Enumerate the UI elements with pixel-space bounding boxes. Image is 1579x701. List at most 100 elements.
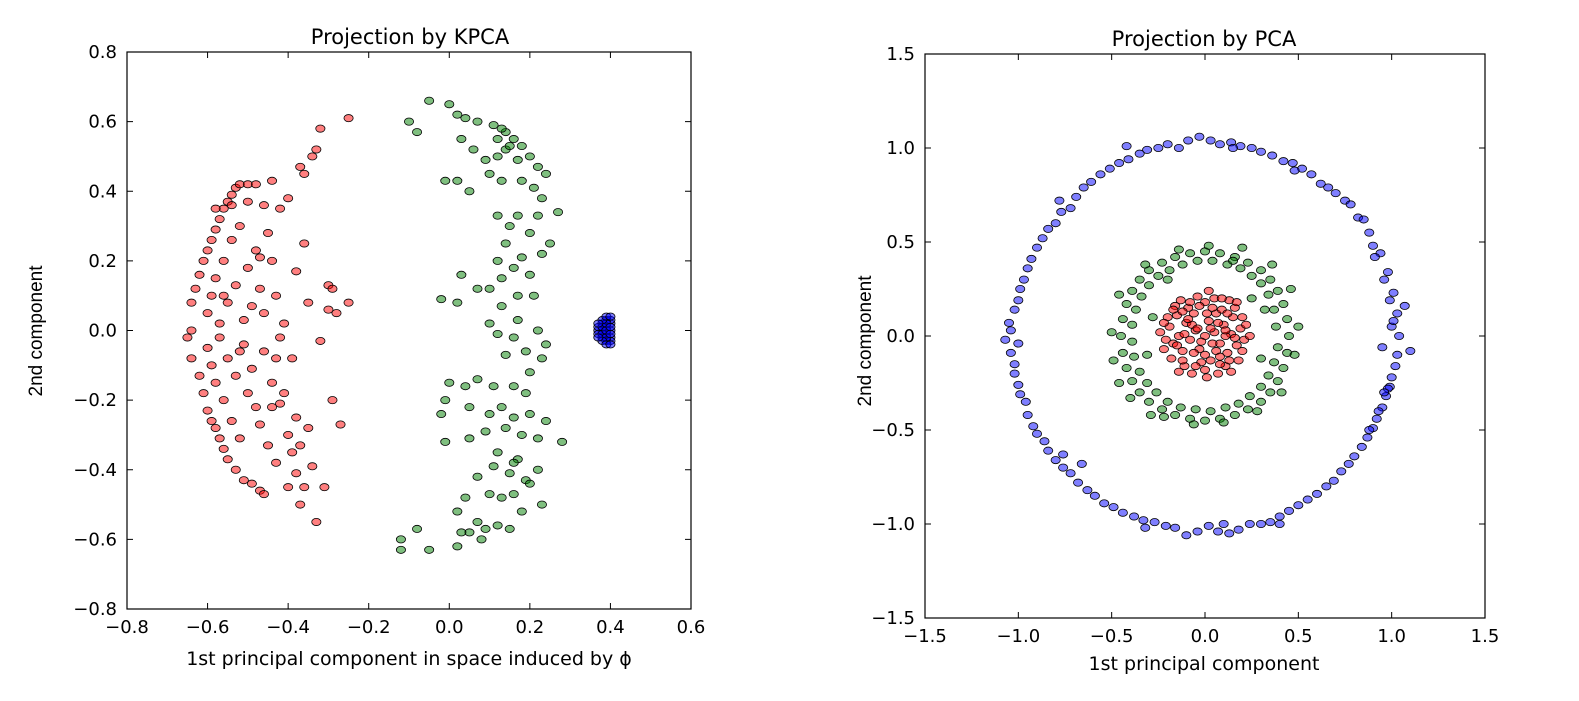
pca-green-point [1289, 350, 1300, 359]
pca-blue-point [1203, 521, 1214, 530]
kpca-green-point [520, 389, 531, 398]
pca-red-point [1201, 309, 1212, 318]
pca-red-point [1188, 348, 1199, 357]
kpca-green-point [508, 490, 519, 499]
kpca-red-point [335, 420, 346, 429]
kpca-red-point [226, 417, 237, 426]
pca-blue-point [1328, 476, 1339, 485]
kpca-green-point [508, 333, 519, 342]
kpca-green-point [528, 183, 539, 192]
pca-red-point [1244, 331, 1255, 340]
kpca-red-point [299, 239, 310, 248]
pca-blue-point [1054, 196, 1065, 205]
pca-blue-point [1005, 348, 1016, 357]
pca-green-point [1116, 331, 1127, 340]
kpca-green-point [496, 274, 507, 283]
pca-blue-point [1121, 142, 1132, 151]
pca-green-point [1285, 284, 1296, 293]
pca-blue-point [1315, 179, 1326, 188]
pca-blue-point [1099, 499, 1110, 508]
kpca-red-point [311, 517, 322, 526]
pca-green-point [1293, 322, 1304, 331]
kpca-green-point [444, 378, 455, 387]
pca-blue-point [1306, 170, 1317, 179]
pca-green-point [1218, 418, 1229, 427]
pca-red-point [1200, 350, 1211, 359]
pca-red-point [1158, 345, 1169, 354]
kpca-red-point [206, 291, 217, 300]
kpca-red-point [291, 267, 302, 276]
pca-blue-point [1037, 234, 1048, 243]
pca-blue-point [1228, 143, 1239, 152]
pca-green-point [1242, 405, 1253, 414]
kpca-green-point [492, 521, 503, 530]
pca-red-point [1237, 347, 1248, 356]
kpca-red-point [279, 389, 290, 398]
pca-red-point [1177, 356, 1188, 365]
kpca-red-point [250, 180, 261, 189]
pca-y-ticks: −1.5 −1.0 −0.5 0.0 0.5 1.0 1.5 [871, 44, 1485, 629]
kpca-red-point [222, 298, 233, 307]
pca-blue-point [1050, 219, 1061, 228]
pca-green-point [1144, 281, 1155, 290]
kpca-y-axis-label: 2nd component [26, 265, 47, 397]
pca-red-point [1226, 367, 1237, 376]
kpca-green-point [536, 194, 547, 203]
kpca-red-point [190, 284, 201, 293]
pca-green-point [1246, 294, 1257, 303]
kpca-points [182, 96, 616, 554]
pca-blue-point [1336, 467, 1347, 476]
kpca-green-point [480, 427, 491, 436]
kpca-red-point [271, 458, 282, 467]
pca-red-point [1203, 286, 1214, 295]
kpca-red-point [250, 246, 261, 255]
pca-blue-point [1162, 140, 1173, 149]
pca-green-point [1170, 410, 1181, 419]
kpca-red-point [206, 361, 217, 370]
kpca-y-tick-label: 0.0 [88, 321, 117, 342]
pca-blue-point [1345, 200, 1356, 209]
kpca-red-point [303, 423, 314, 432]
pca-green-point [1256, 397, 1267, 406]
kpca-green-point [492, 256, 503, 265]
kpca-red-point [315, 336, 326, 345]
pca-blue-point [1364, 228, 1375, 237]
kpca-green-point [492, 448, 503, 457]
pca-blue-point [1356, 442, 1367, 451]
pca-blue-point [1214, 140, 1225, 149]
pca-red-point [1214, 360, 1225, 369]
kpca-red-point [287, 354, 298, 363]
kpca-blue-point [593, 319, 604, 328]
kpca-red-point [218, 291, 229, 300]
kpca-green-point [504, 524, 515, 533]
kpca-red-point [295, 500, 306, 509]
pca-blue-point [1287, 159, 1298, 168]
pca-red-point [1179, 330, 1190, 339]
pca-blue-point [1371, 414, 1382, 423]
kpca-green-point [464, 187, 475, 196]
kpca-green-point [440, 437, 451, 446]
pca-x-tick-label: 1.0 [1377, 626, 1406, 647]
kpca-chart: Projection by KPCA −0.8 −0.6 −0.4 −0.2 0.0 0.… [26, 25, 705, 670]
kpca-green-point [500, 423, 511, 432]
pca-red-point [1177, 307, 1188, 316]
kpca-green-point [540, 340, 551, 349]
kpca-red-point [198, 389, 209, 398]
pca-blue-point [1390, 362, 1401, 371]
pca-blue-point [1256, 520, 1267, 529]
kpca-blue-point [605, 329, 616, 338]
pca-blue-point [1265, 518, 1276, 527]
pca-green-point [1134, 388, 1145, 397]
pca-green-point [1256, 266, 1267, 275]
kpca-y-tick-label: 0.4 [88, 181, 117, 202]
pca-green-point [1200, 416, 1211, 425]
pca-blue-point [1015, 390, 1026, 399]
pca-blue-point [1321, 482, 1332, 491]
kpca-red-point [210, 274, 221, 283]
pca-blue-point [1009, 305, 1020, 314]
pca-blue-point [1388, 288, 1399, 297]
kpca-red-point [194, 270, 205, 279]
kpca-red-point [246, 364, 257, 373]
kpca-green-point [516, 141, 527, 150]
pca-green-point [1125, 394, 1136, 403]
